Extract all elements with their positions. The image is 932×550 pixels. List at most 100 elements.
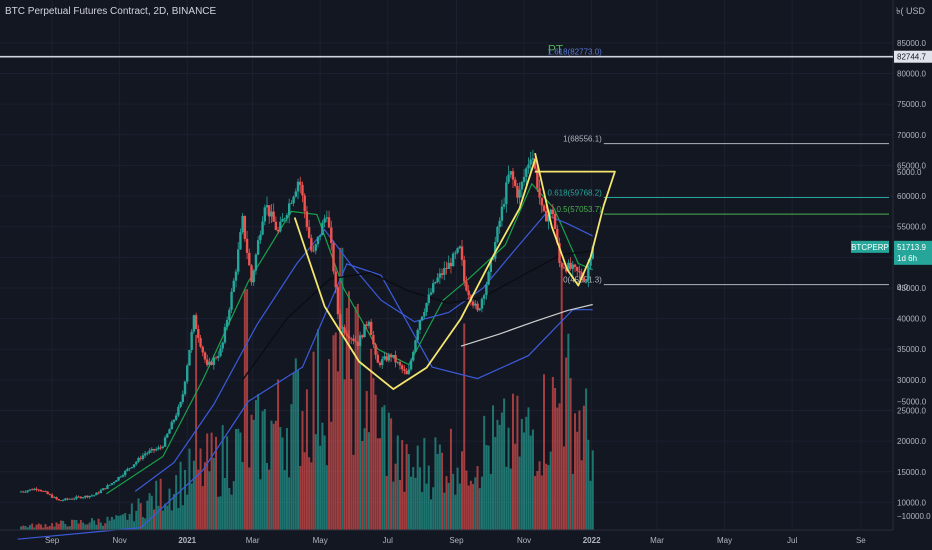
candle-body — [245, 238, 249, 253]
candle — [330, 220, 333, 251]
pt-line[interactable]: PT — [0, 43, 893, 58]
currency-selector[interactable]: ৳( USD — [896, 6, 926, 16]
volume-bar — [24, 526, 27, 530]
last-price-text: 51713.9 — [897, 243, 926, 252]
candle-body — [496, 226, 499, 242]
volume-bar — [405, 444, 408, 530]
candle — [356, 341, 360, 351]
candle-body — [538, 188, 541, 198]
volume-bar — [161, 510, 164, 530]
volume-bar — [520, 418, 523, 530]
candle-body — [155, 449, 158, 451]
candle-body — [174, 415, 178, 420]
candle-body — [86, 495, 89, 498]
candle — [405, 367, 408, 375]
candle — [536, 163, 539, 193]
candle-body — [123, 470, 127, 476]
candle — [237, 242, 240, 275]
fib-label: 1(68556.1) — [563, 135, 602, 144]
candle-body — [562, 267, 566, 269]
volume-bar — [330, 421, 333, 530]
candle-body — [403, 369, 406, 371]
candle-body — [203, 352, 207, 360]
candle-body — [571, 264, 575, 269]
candle-body — [429, 292, 433, 295]
candle — [285, 212, 289, 223]
volume-bar — [474, 477, 477, 530]
volume-bar — [22, 525, 25, 530]
candle — [338, 309, 342, 332]
candle-body — [576, 266, 579, 271]
candle-body — [42, 491, 45, 492]
candle-body — [22, 491, 25, 493]
volume-bar — [376, 438, 379, 530]
candle — [383, 351, 386, 361]
candle — [478, 307, 481, 312]
volume-bar — [59, 520, 62, 530]
candle — [243, 215, 247, 242]
price-tick-label: 25000.0 — [897, 407, 926, 416]
candle — [341, 325, 344, 333]
candle-body — [223, 327, 227, 343]
last-price-badge — [894, 240, 932, 265]
candle-body — [221, 342, 224, 349]
volume-bar — [239, 432, 242, 530]
candle — [92, 494, 96, 497]
candle — [159, 444, 162, 451]
volume-bar — [556, 407, 559, 530]
candle — [55, 496, 58, 501]
candle — [192, 314, 196, 335]
cup-and-handle-drawing[interactable] — [293, 153, 616, 391]
volume-bar — [119, 515, 122, 530]
candle — [276, 226, 280, 234]
candle-body — [95, 492, 98, 496]
candle-body — [480, 298, 484, 309]
candle — [354, 336, 357, 343]
candle — [449, 258, 453, 274]
candle — [95, 492, 98, 496]
volume-bar — [181, 505, 184, 530]
candle — [205, 354, 209, 367]
candle — [458, 245, 461, 250]
candle — [248, 248, 251, 266]
volume-bar — [403, 491, 406, 530]
volume-bar — [84, 524, 87, 530]
candle — [560, 261, 563, 271]
volume-bar — [128, 513, 131, 530]
volume-bar — [184, 469, 187, 530]
volume-bar — [334, 332, 337, 530]
volume-bar — [148, 493, 151, 530]
volume-bar — [423, 437, 426, 530]
ma-line-ma-mid — [134, 213, 593, 492]
candle-body — [112, 481, 116, 484]
candle-body — [270, 211, 273, 217]
volume-bar — [449, 428, 452, 530]
time-axis[interactable]: Sep Nov 2021 Mar May Jul Sep Nov 2022 Mar May Jul Se — [45, 536, 866, 545]
candle — [33, 487, 36, 491]
candle-body — [507, 174, 510, 183]
candle-body — [250, 265, 253, 283]
volume-bar — [150, 495, 153, 530]
candle — [531, 149, 535, 164]
candle-body — [443, 268, 446, 275]
candle — [381, 356, 384, 369]
price-tick-label: 20000.0 — [897, 437, 926, 446]
candle-body — [361, 335, 364, 338]
candle — [292, 195, 295, 207]
price-tick-label: 40000.0 — [897, 315, 926, 324]
volume-bar — [217, 496, 220, 530]
candle — [274, 216, 278, 231]
volume-bar — [37, 523, 40, 530]
candle — [99, 488, 103, 494]
candle — [123, 470, 127, 478]
candle — [39, 489, 43, 493]
candle-body — [243, 215, 247, 239]
pt-label: PT — [548, 43, 564, 57]
volume-bar — [361, 440, 364, 530]
candle-body — [234, 271, 238, 281]
volume-bar — [332, 335, 335, 530]
volume-bar — [325, 465, 328, 530]
volume-bar — [425, 483, 428, 530]
